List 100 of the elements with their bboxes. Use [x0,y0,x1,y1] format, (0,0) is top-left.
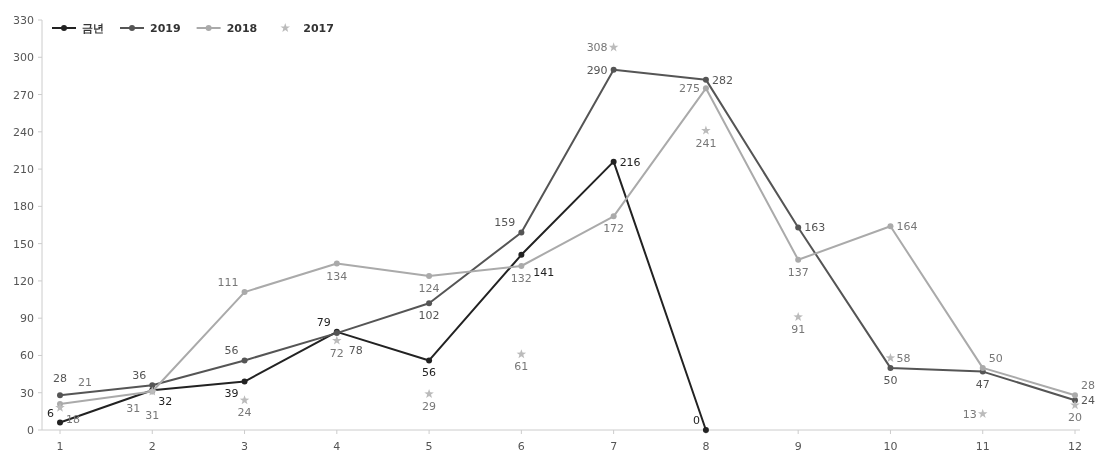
data-label: 47 [975,377,990,391]
x-tick-label: 2 [148,440,156,453]
point [795,256,802,263]
x-tick-label: 4 [333,440,341,453]
point [887,364,894,371]
point [608,42,619,52]
point [610,158,617,165]
data-label: 56 [422,366,437,380]
data-label: 50 [883,373,898,387]
data-label: 50 [988,351,1003,365]
data-label: 134 [326,269,348,283]
data-label: 24 [237,406,252,420]
point [57,392,63,399]
x-tick-label: 5 [425,440,433,453]
x-tick-label: 6 [517,440,525,453]
point [979,364,986,371]
y-tick-label: 90 [20,312,34,326]
y-tick-label: 0 [27,424,34,437]
data-label: 78 [348,344,363,358]
data-label: 31 [126,402,141,416]
data-label: 137 [787,265,809,279]
data-label: 111 [217,276,239,290]
point [239,395,250,405]
data-label: 241 [695,136,717,150]
point [241,357,248,364]
data-label: 24 [1081,394,1095,408]
point [701,125,711,135]
data-label: 275 [678,82,700,96]
point [610,213,617,220]
point [426,357,433,364]
x-tick-label: 9 [794,440,802,453]
x-tick-label: 1 [56,440,64,453]
point [426,272,433,279]
point [518,251,525,258]
data-label: 124 [418,281,440,295]
data-label: 21 [78,375,92,389]
point [57,419,63,426]
x-tick-label: 8 [702,440,710,453]
data-label: 13 [962,407,977,421]
data-label: 141 [533,265,555,279]
data-label: 31 [145,409,160,423]
data-label: 0 [692,414,700,427]
data-label: 28 [53,372,67,386]
x-tick-label: 3 [241,440,249,453]
point [610,66,617,73]
legend-label: 금년 [82,22,104,35]
data-label: 58 [896,351,911,365]
point [1072,392,1078,399]
data-label: 29 [422,399,437,413]
point [702,85,709,92]
x-tick-label: 10 [883,440,898,453]
data-label: 56 [224,344,239,358]
point [333,260,340,267]
point [424,388,434,399]
y-tick-label: 330 [13,14,34,27]
data-label: 308 [586,41,608,55]
data-label: 163 [804,221,826,235]
data-label: 61 [514,360,529,374]
data-label: 20 [1068,411,1082,425]
y-tick-label: 30 [20,386,34,400]
data-label: 172 [603,222,625,236]
point [241,289,248,296]
x-tick-label: 7 [610,440,618,453]
data-label: 290 [586,63,608,77]
point [518,229,525,236]
y-tick-label: 240 [13,125,34,139]
point [332,335,342,345]
x-tick-label: 11 [975,440,990,453]
data-label: 102 [418,309,440,323]
y-tick-label: 150 [13,237,34,251]
point [518,263,525,269]
point [241,378,248,385]
data-label: 32 [158,395,173,409]
point [702,76,709,83]
data-label: 164 [896,220,918,234]
data-label: 282 [711,73,733,87]
data-label: 91 [791,322,806,336]
y-tick-label: 180 [13,200,34,214]
x-tick-label: 12 [1068,440,1082,453]
data-label: 72 [329,346,344,360]
data-label: 36 [132,369,147,383]
point [795,224,802,231]
point [977,408,988,418]
y-tick-label: 270 [13,88,34,102]
data-label: 132 [510,272,532,285]
point [885,352,896,362]
data-label: 39 [224,386,239,400]
legend-label: 2018 [226,22,258,35]
y-tick-label: 120 [13,274,34,288]
y-tick-label: 60 [20,349,34,363]
legend-label: 2017 [303,22,334,35]
data-label: 6 [47,406,54,420]
data-label: 79 [316,315,331,329]
data-label: 28 [1081,379,1095,393]
data-label: 159 [494,216,516,230]
y-tick-label: 300 [13,51,34,65]
point [887,223,894,230]
y-tick-label: 210 [13,163,34,177]
point [149,382,156,389]
legend-label: 2019 [150,22,181,35]
